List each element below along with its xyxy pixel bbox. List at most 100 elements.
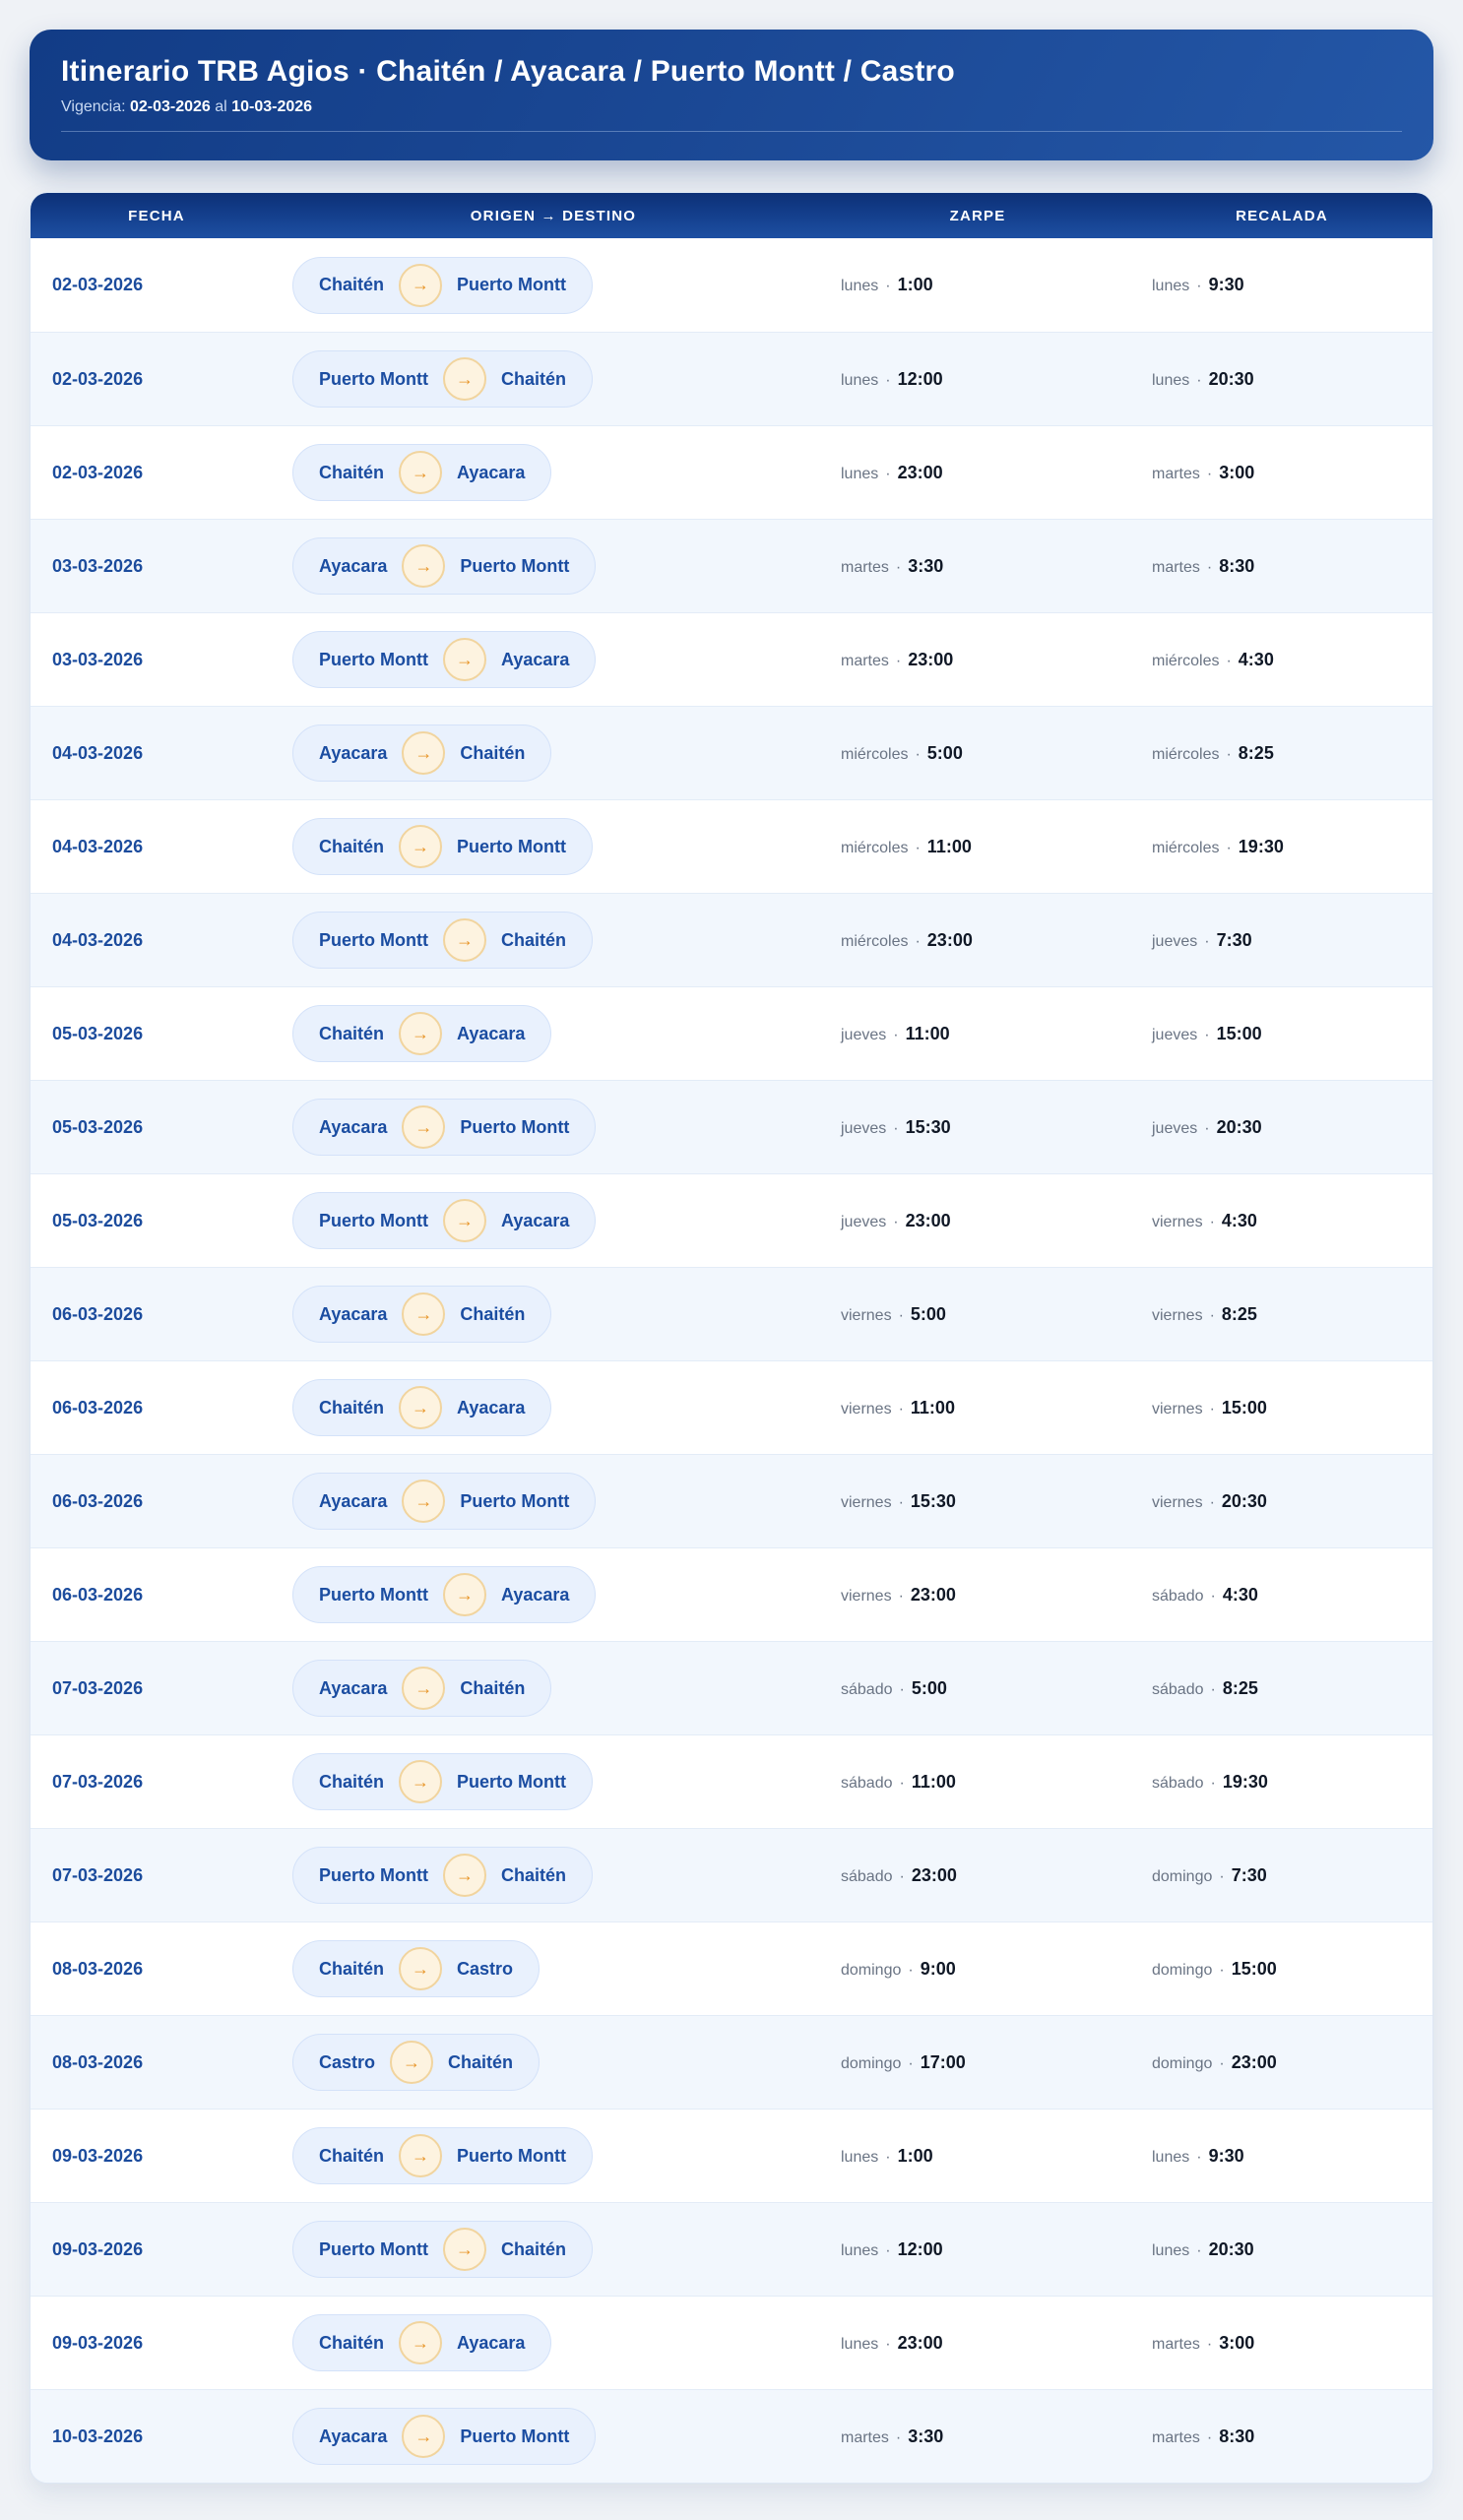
dot-separator: · (899, 1680, 905, 1698)
departure-time: 23:00 (926, 929, 973, 950)
departure-cell: viernes · 15:30 (824, 1491, 1131, 1512)
table-row: 07-03-2026 Ayacara → Chaitén sábado · 5:00… (31, 1641, 1432, 1734)
origin-label: Chaitén (319, 836, 385, 856)
dot-separator: · (1196, 2241, 1202, 2259)
departure-time: 12:00 (897, 2238, 943, 2259)
route-arrow-icon: → (399, 2321, 443, 2364)
arrival-time: 20:30 (1221, 1490, 1267, 1511)
departure-time: 23:00 (897, 2332, 943, 2353)
departure-cell: domingo · 9:00 (824, 1959, 1131, 1980)
destination-label: Ayacara (457, 2332, 526, 2353)
dot-separator: · (1206, 465, 1213, 482)
arrival-day: lunes (1152, 278, 1190, 294)
departure-cell: martes · 3:30 (824, 2426, 1131, 2447)
route-pill: Puerto Montt → Ayacara (292, 1566, 597, 1623)
arrival-time: 3:00 (1219, 2332, 1255, 2353)
date-cell: 04-03-2026 (52, 742, 144, 763)
dot-separator: · (898, 1400, 904, 1418)
destination-label: Puerto Montt (457, 836, 566, 856)
route-pill: Chaitén → Castro (292, 1940, 541, 1997)
departure-cell: martes · 23:00 (824, 650, 1131, 670)
arrival-time: 8:25 (1222, 1677, 1258, 1698)
route-cell: Puerto Montt → Chaitén (283, 1847, 824, 1904)
destination-label: Puerto Montt (457, 275, 566, 294)
route-pill: Puerto Montt → Chaitén (292, 350, 593, 408)
date-cell: 04-03-2026 (52, 836, 144, 856)
route-arrow-icon: → (442, 1199, 486, 1242)
table-row: 06-03-2026 Ayacara → Puerto Montt vierne… (31, 1454, 1432, 1547)
table-row: 02-03-2026 Chaitén → Ayacara lunes · 23:00… (31, 425, 1432, 519)
departure-cell: martes · 3:30 (824, 556, 1131, 577)
arrival-time: 15:00 (1221, 1397, 1267, 1418)
origin-label: Puerto Montt (319, 2238, 428, 2259)
arrival-cell: miércoles · 4:30 (1131, 650, 1432, 670)
route-pill: Puerto Montt → Chaitén (292, 1847, 593, 1904)
departure-time: 17:00 (920, 2051, 966, 2072)
arrival-day: martes (1152, 465, 1200, 482)
dot-separator: · (915, 932, 921, 950)
dot-separator: · (1219, 2054, 1225, 2072)
departure-cell: jueves · 23:00 (824, 1211, 1131, 1231)
departure-time: 1:00 (897, 2145, 933, 2166)
destination-label: Ayacara (500, 649, 570, 669)
arrival-cell: jueves · 7:30 (1131, 930, 1432, 951)
arrival-cell: sábado · 4:30 (1131, 1585, 1432, 1606)
departure-day: jueves (841, 1119, 887, 1137)
column-header-recalada: RECALADA (1236, 207, 1328, 224)
destination-label: Ayacara (457, 1023, 526, 1043)
departure-day: lunes (841, 465, 879, 482)
arrival-time: 4:30 (1221, 1210, 1257, 1230)
origin-label: Ayacara (319, 1303, 388, 1324)
departure-time: 23:00 (910, 1584, 956, 1605)
departure-day: lunes (841, 2335, 879, 2353)
route-pill: Chaitén → Ayacara (292, 2314, 552, 2371)
dot-separator: · (893, 1026, 899, 1043)
route-arrow-icon: → (442, 918, 486, 962)
origin-label: Puerto Montt (319, 1864, 428, 1885)
table-row: 02-03-2026 Chaitén → Puerto Montt lunes ·… (31, 238, 1432, 332)
route-cell: Puerto Montt → Ayacara (283, 1566, 824, 1623)
route-pill: Puerto Montt → Chaitén (292, 912, 593, 969)
dot-separator: · (898, 1306, 904, 1324)
arrival-time: 7:30 (1216, 929, 1252, 950)
table-row: 06-03-2026 Ayacara → Chaitén viernes · 5:0… (31, 1267, 1432, 1360)
departure-day: sábado (841, 1774, 893, 1792)
arrival-day: viernes (1152, 1306, 1203, 1324)
date-cell: 06-03-2026 (52, 1490, 144, 1511)
departure-day: viernes (841, 1306, 892, 1324)
route-cell: Puerto Montt → Chaitén (283, 912, 824, 969)
route-pill: Ayacara → Puerto Montt (292, 1099, 597, 1156)
origin-label: Puerto Montt (319, 1584, 428, 1605)
arrival-cell: lunes · 20:30 (1131, 2239, 1432, 2260)
route-arrow-icon: → (442, 357, 486, 401)
route-cell: Puerto Montt → Ayacara (283, 1192, 824, 1249)
arrival-day: miércoles (1152, 745, 1220, 763)
departure-cell: miércoles · 23:00 (824, 930, 1131, 951)
origin-label: Chaitén (319, 275, 385, 294)
arrival-time: 8:30 (1219, 2426, 1255, 2446)
route-arrow-icon: → (402, 1105, 446, 1149)
departure-cell: miércoles · 11:00 (824, 837, 1131, 857)
departure-day: viernes (841, 1400, 892, 1418)
departure-day: miércoles (841, 745, 909, 763)
arrival-cell: lunes · 20:30 (1131, 369, 1432, 390)
dot-separator: · (915, 745, 921, 763)
arrival-cell: sábado · 19:30 (1131, 1772, 1432, 1793)
departure-time: 23:00 (908, 649, 954, 669)
route-cell: Ayacara → Puerto Montt (283, 1099, 824, 1156)
itinerary-header-card: Itinerario TRB Agios · Chaitén / Ayacara… (30, 30, 1433, 160)
arrival-time: 8:25 (1238, 742, 1274, 763)
departure-day: sábado (841, 1867, 893, 1885)
destination-label: Chaitén (500, 368, 566, 389)
route-arrow-icon: → (402, 2415, 446, 2458)
origin-label: Ayacara (319, 1490, 388, 1511)
arrival-day: miércoles (1152, 839, 1220, 856)
route-cell: Chaitén → Puerto Montt (283, 2127, 824, 2184)
arrival-cell: domingo · 23:00 (1131, 2052, 1432, 2073)
dot-separator: · (1204, 1026, 1210, 1043)
departure-cell: miércoles · 5:00 (824, 743, 1131, 764)
route-pill: Puerto Montt → Ayacara (292, 1192, 597, 1249)
destination-label: Puerto Montt (457, 1771, 566, 1792)
arrival-time: 15:00 (1216, 1023, 1262, 1043)
arrival-time: 23:00 (1231, 2051, 1277, 2072)
